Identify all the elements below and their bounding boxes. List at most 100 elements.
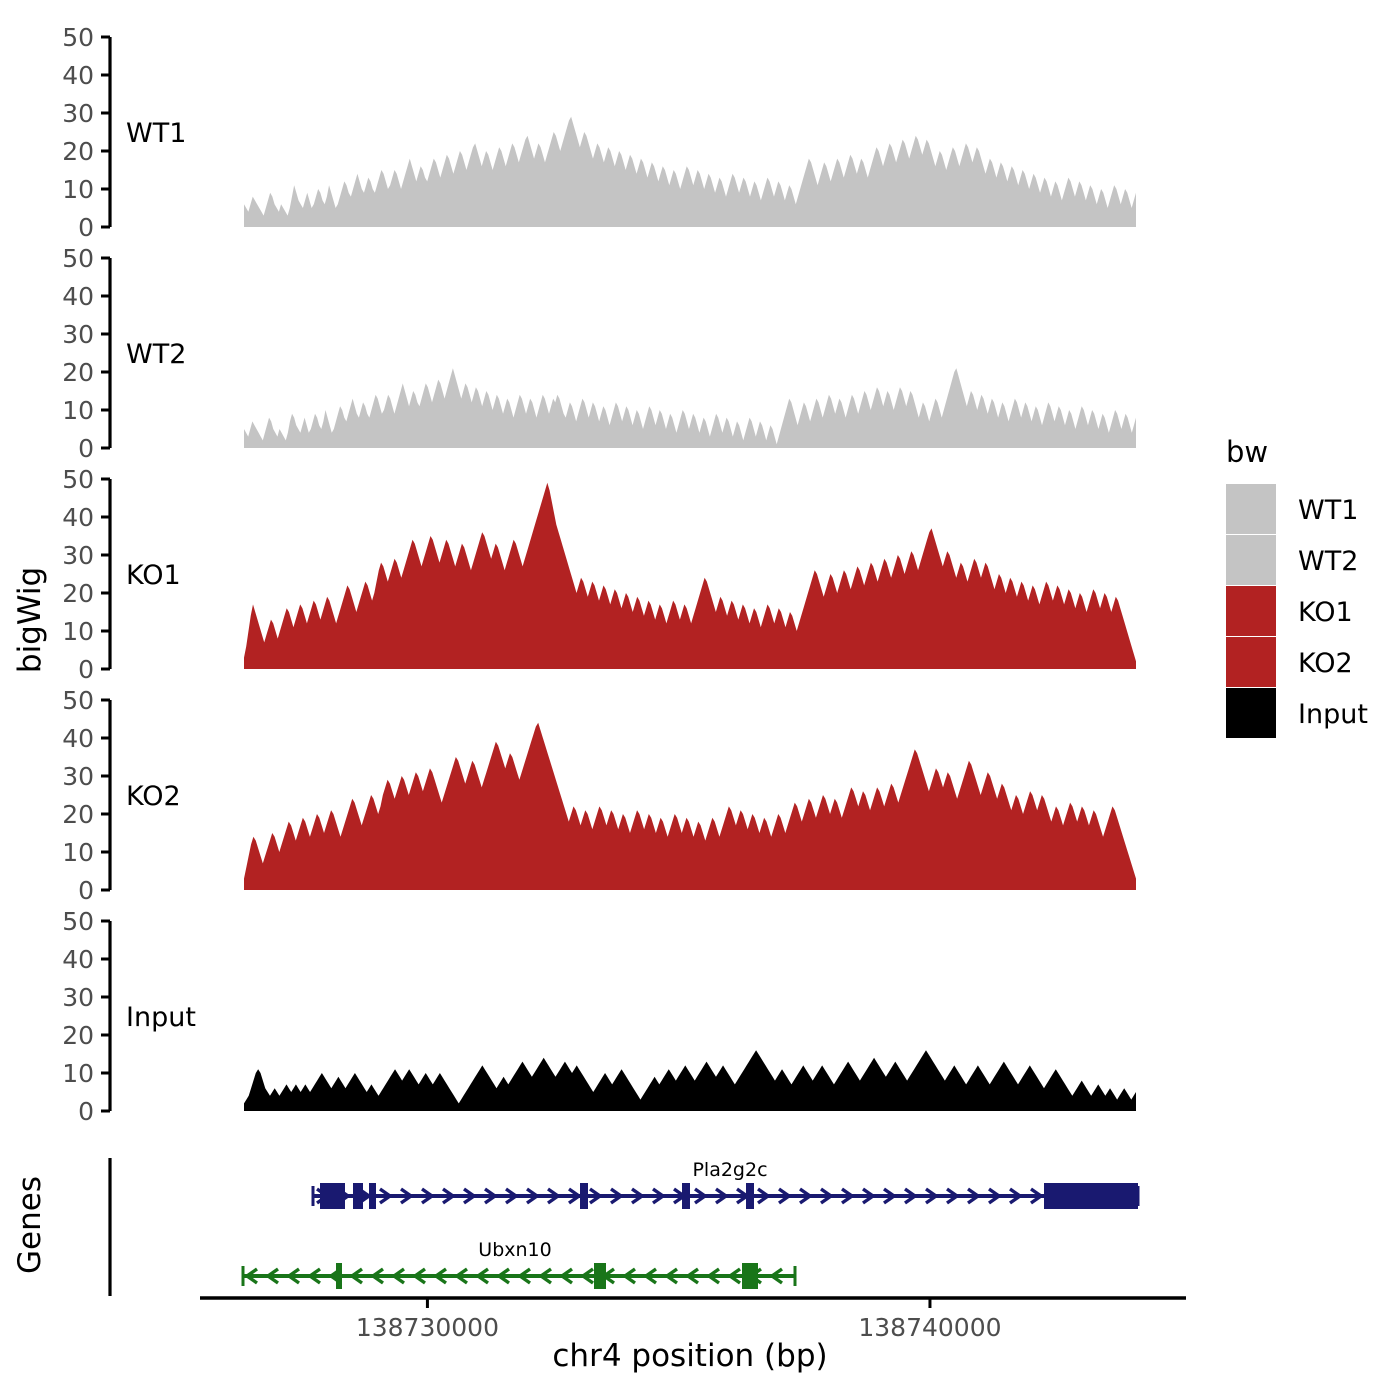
y-tick-label: 40 [62,945,94,974]
strand-arrow-icon [706,1267,720,1285]
strand-arrow-icon [265,1267,279,1285]
y-tick-label: 20 [62,1021,94,1050]
legend-swatch [1226,688,1276,738]
strand-arrow-icon [862,1187,876,1205]
legend-swatch [1226,484,1276,534]
strand-arrow-icon [664,1267,678,1285]
strand-arrow-icon [988,1187,1002,1205]
facet-panel-ko2: 0 10 20 30 40 50 KO2 [62,686,1136,905]
strand-arrow-icon [517,1267,531,1285]
strand-arrow-icon [778,1187,792,1205]
coverage-area-wt1 [244,116,1136,227]
coverage-area-wt2 [244,368,1136,448]
facet-label-ko2: KO2 [126,781,181,812]
legend-swatch [1226,586,1276,636]
strand-arrow-icon [685,1267,699,1285]
facet-panel-wt2: 0 10 20 30 40 50 WT2 [62,244,1136,463]
strand-arrow-icon [1030,1187,1044,1205]
strand-arrow-icon [412,1267,426,1285]
strand-arrow-icon [820,1187,834,1205]
strand-arrow-icon [505,1187,519,1205]
gene-exon [746,1183,754,1209]
legend-title: bw [1226,435,1268,469]
y-tick-label: 20 [62,579,94,608]
y-tick-label: 30 [62,983,94,1012]
strand-arrow-icon [925,1187,939,1205]
gene-exon [682,1183,690,1209]
legend-label: Input [1298,699,1368,730]
gene-ubxn10[interactable]: Ubxn10 [241,1239,797,1289]
legend-label: KO1 [1298,597,1353,628]
strand-arrow-icon [286,1267,300,1285]
strand-arrow-icon [757,1187,771,1205]
strand-arrow-icon [307,1267,321,1285]
legend-item-input[interactable]: Input [1226,688,1368,738]
y-tick-label: 50 [62,23,94,52]
gene-exon [742,1263,758,1289]
strand-arrow-icon [610,1187,624,1205]
y-tick-label: 50 [62,465,94,494]
y-tick-label: 10 [62,396,94,425]
strand-arrow-icon [421,1187,435,1205]
y-tick-label: 0 [78,213,94,242]
facet-label-input: Input [126,1002,196,1033]
strand-arrow-icon [589,1187,603,1205]
facet-label-wt1: WT1 [126,118,186,149]
strand-arrow-icon [475,1267,489,1285]
strand-arrow-icon [526,1187,540,1205]
gene-exon [353,1183,363,1209]
legend-label: WT2 [1298,546,1358,577]
y-tick-label: 10 [62,617,94,646]
strand-arrow-icon [568,1187,582,1205]
strand-arrow-icon [559,1267,573,1285]
legend-items: WT1 WT2 KO1 KO2 Input [1226,484,1368,738]
coverage-area-input [244,1050,1136,1111]
strand-arrow-icon [769,1267,783,1285]
strand-arrow-icon [454,1267,468,1285]
gene-exon [320,1183,345,1209]
strand-arrow-icon [379,1187,393,1205]
strand-arrow-icon [463,1187,477,1205]
strand-arrow-icon [370,1267,384,1285]
strand-arrow-icon [433,1267,447,1285]
y-tick-label: 0 [78,434,94,463]
strand-arrow-icon [631,1187,645,1205]
genes-axis-title: Genes [12,1176,48,1274]
coverage-area-ko1 [244,482,1136,669]
x-tick-label: 138730000 [356,1313,499,1342]
strand-arrow-icon [1009,1187,1023,1205]
strand-arrow-icon [694,1187,708,1205]
legend-item-wt1[interactable]: WT1 [1226,484,1358,534]
strand-arrow-icon [727,1267,741,1285]
y-tick-label: 0 [78,655,94,684]
strand-arrow-icon [841,1187,855,1205]
strand-arrow-icon [547,1187,561,1205]
strand-arrow-icon [946,1187,960,1205]
strand-arrow-icon [967,1187,981,1205]
legend-item-ko2[interactable]: KO2 [1226,637,1353,687]
gene-exon [336,1263,342,1289]
x-tick-label: 138740000 [858,1313,1001,1342]
y-tick-label: 20 [62,137,94,166]
gene-exon [1044,1183,1138,1209]
legend-item-ko1[interactable]: KO1 [1226,586,1353,636]
y-tick-label: 50 [62,907,94,936]
strand-arrow-icon [244,1267,258,1285]
strand-arrow-icon [652,1187,666,1205]
y-tick-label: 0 [78,1097,94,1126]
gene-pla2g2c[interactable]: Pla2g2c [311,1159,1140,1209]
legend-label: WT1 [1298,495,1358,526]
legend-item-wt2[interactable]: WT2 [1226,535,1358,585]
facet-panel-ko1: 0 10 20 30 40 50 KO1 [62,465,1136,684]
strand-arrow-icon [580,1267,594,1285]
facet-label-wt2: WT2 [126,339,186,370]
strand-arrow-icon [715,1187,729,1205]
y-tick-label: 30 [62,99,94,128]
y-axis-title: bigWig [12,567,48,673]
gene-exon [369,1183,376,1209]
legend-swatch [1226,637,1276,687]
facet-label-ko1: KO1 [126,560,181,591]
y-tick-label: 40 [62,282,94,311]
strand-arrow-icon [391,1267,405,1285]
legend: bw WT1 WT2 KO1 KO2 Input [1226,435,1368,738]
